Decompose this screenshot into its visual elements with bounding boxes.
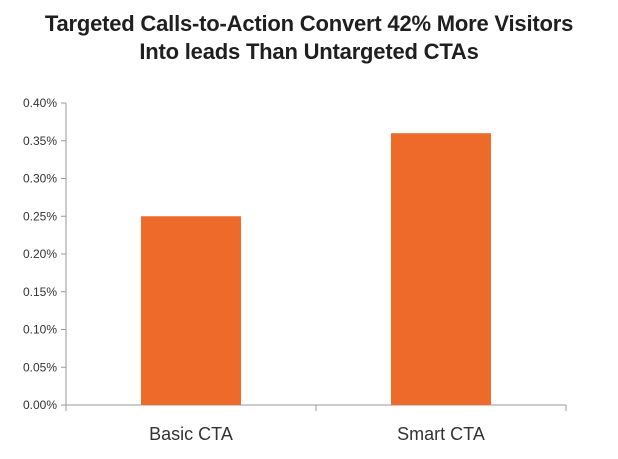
y-tick-label: 0.35% bbox=[23, 134, 57, 148]
chart-title-line-2: Into leads Than Untargeted CTAs bbox=[139, 39, 479, 64]
y-tick-label: 0.15% bbox=[23, 285, 57, 299]
y-tick-label: 0.20% bbox=[23, 247, 57, 261]
bar bbox=[391, 133, 491, 405]
x-category-label: Smart CTA bbox=[397, 424, 485, 444]
x-category-label: Basic CTA bbox=[149, 424, 233, 444]
y-tick-label: 0.00% bbox=[23, 398, 57, 412]
bar bbox=[141, 216, 241, 405]
y-tick-label: 0.10% bbox=[23, 323, 57, 337]
y-tick-label: 0.05% bbox=[23, 360, 57, 374]
y-tick-label: 0.25% bbox=[23, 209, 57, 223]
chart-title: Targeted Calls-to-Action Convert 42% Mor… bbox=[0, 10, 618, 66]
y-tick-label: 0.30% bbox=[23, 172, 57, 186]
chart-title-line-1: Targeted Calls-to-Action Convert 42% Mor… bbox=[44, 11, 574, 36]
y-tick-label: 0.40% bbox=[23, 96, 57, 110]
